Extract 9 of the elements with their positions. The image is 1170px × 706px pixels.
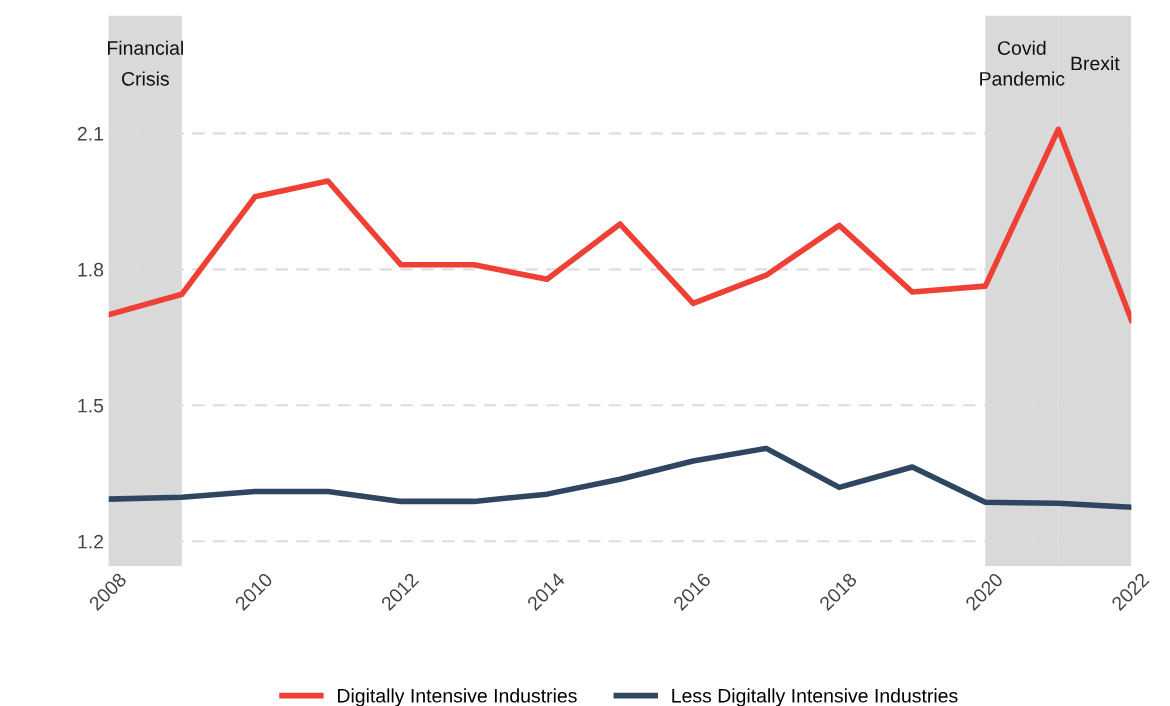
y-tick-label: 1.8: [78, 262, 104, 277]
y-tick-label: 1.2: [78, 534, 103, 549]
band-label: Brexit: [1071, 56, 1120, 71]
band-label: Financial Crisis: [108, 40, 183, 86]
legend-label: Digitally Intensive Industries: [338, 688, 577, 706]
band-label: Covid Pandemic: [980, 40, 1065, 86]
legend-label: Less Digitally Intensive Industries: [672, 688, 958, 706]
y-tick-label: 2.1: [77, 126, 103, 141]
y-tick-label: 1.5: [78, 398, 104, 413]
